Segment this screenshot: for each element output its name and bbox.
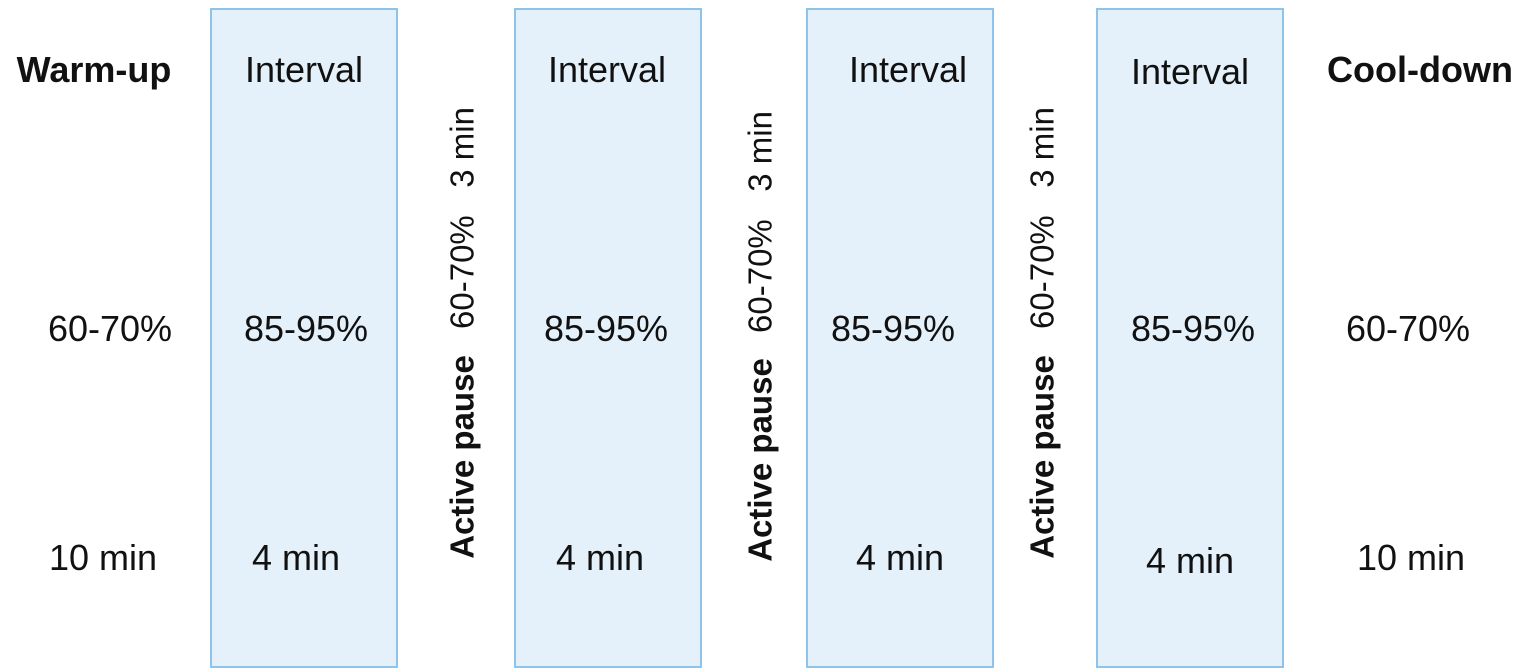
interval-box [210,8,398,668]
interval-intensity: 85-95% [243,308,369,349]
interval-duration: 4 min [1145,540,1235,581]
interval-box [806,8,994,668]
interval-title: Interval [547,49,667,90]
pause-title: Active pause [443,355,481,559]
cooldown-duration: 10 min [1356,537,1466,578]
warmup-title: Warm-up [16,49,172,90]
interval-intensity: 85-95% [543,308,669,349]
pause-title: Active pause [1023,355,1061,559]
interval-box [514,8,702,668]
interval-box [1096,8,1284,668]
interval-duration: 4 min [855,537,945,578]
pause-detail: 60-70% 3 min [1023,107,1061,329]
warmup-intensity: 60-70% [47,308,173,349]
interval-intensity: 85-95% [830,308,956,349]
interval-title: Interval [244,49,364,90]
warmup-duration: 10 min [48,537,158,578]
cooldown-intensity: 60-70% [1345,308,1471,349]
interval-title: Interval [848,49,968,90]
cooldown-title: Cool-down [1327,49,1513,90]
pause-title: Active pause [741,358,779,562]
interval-duration: 4 min [251,537,341,578]
interval-title: Interval [1130,51,1250,92]
interval-intensity: 85-95% [1130,308,1256,349]
interval-duration: 4 min [555,537,645,578]
pause-detail: 60-70% 3 min [741,111,779,333]
pause-detail: 60-70% 3 min [443,107,481,329]
